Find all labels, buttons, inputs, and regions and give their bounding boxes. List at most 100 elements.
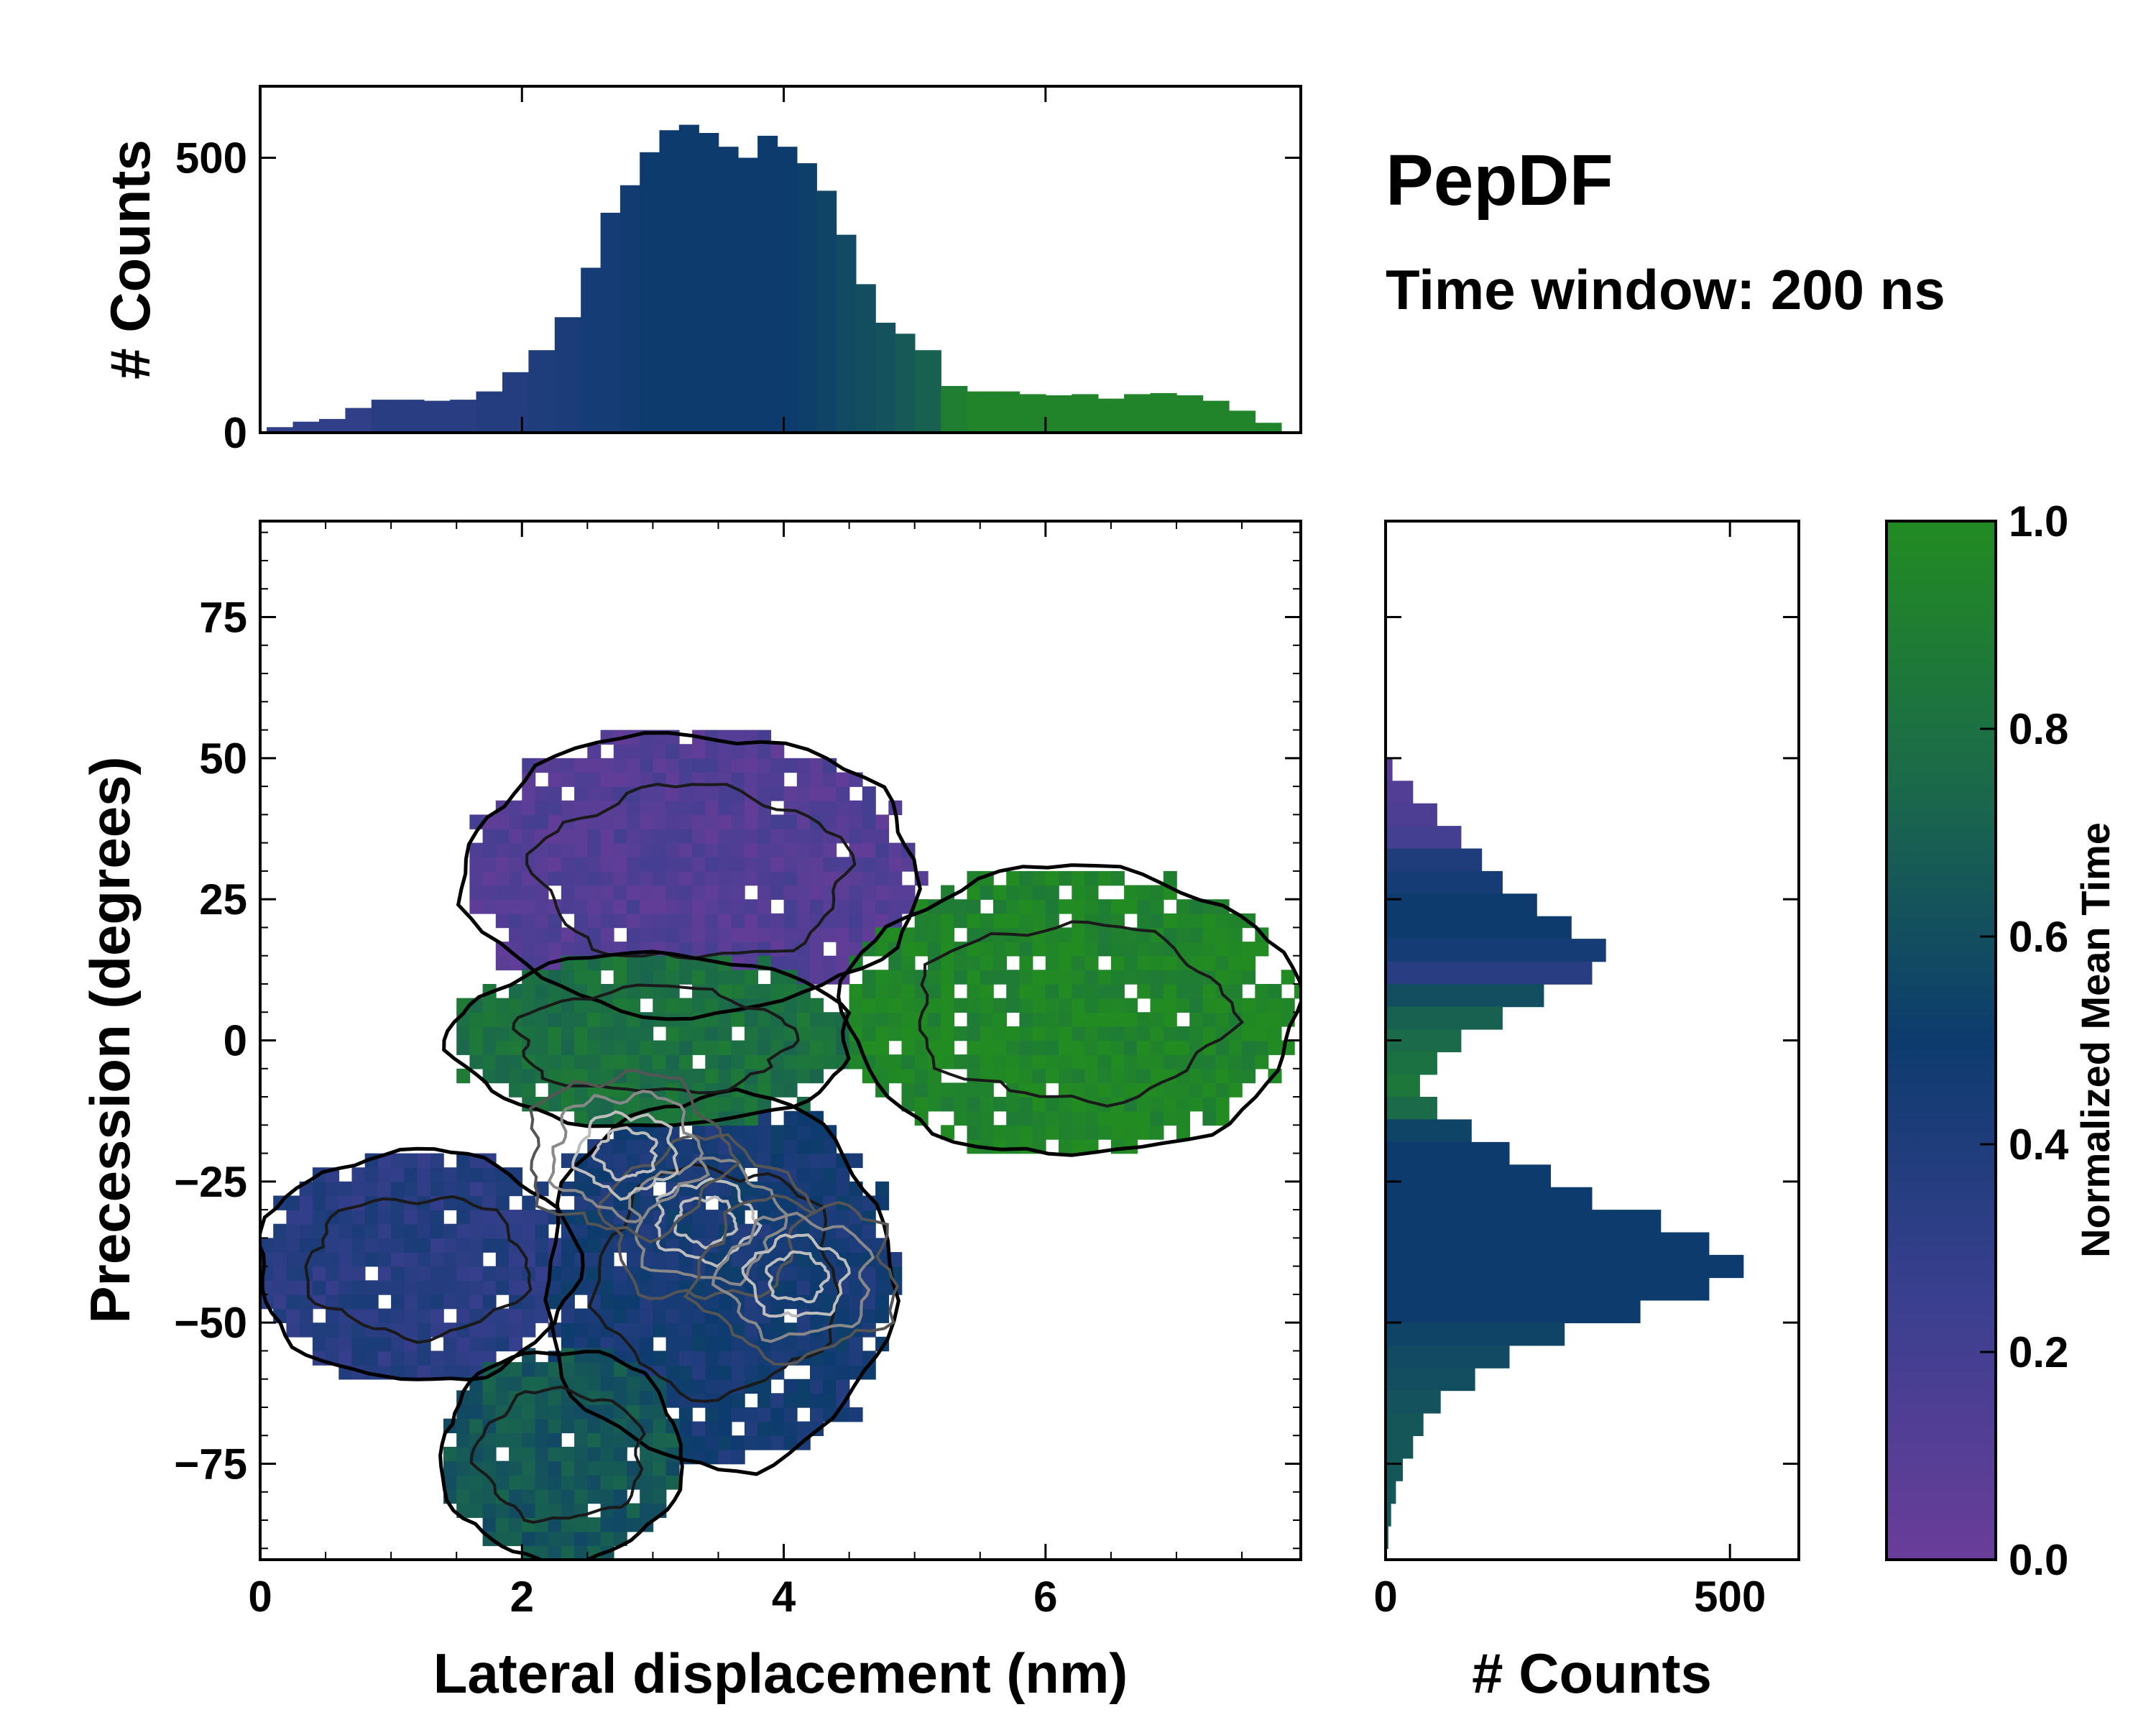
heatmap-cell [627,970,640,985]
heatmap-cell [836,800,850,816]
heatmap-cell [430,1167,444,1182]
heatmap-cell [627,1040,640,1055]
heatmap-cell [796,1266,811,1281]
heatmap-cell [627,772,640,787]
heatmap-cell [849,899,863,914]
heatmap-cell [692,1365,706,1380]
heatmap-cell [1228,913,1243,929]
heatmap-cell [1228,1082,1243,1098]
heatmap-cell [1097,1125,1112,1140]
heatmap-cell [469,1266,484,1281]
heatmap-cell [653,970,667,985]
heatmap-cell [1032,1125,1046,1140]
heatmap-cell [1242,1054,1256,1070]
heatmap-cell [810,800,824,816]
heatmap-cell [548,1012,562,1027]
heatmap-cell [391,1280,405,1295]
heatmap-cell [862,857,876,872]
heatmap-cell [1006,1097,1021,1112]
heatmap-cell [600,1068,614,1084]
heatmap-cell [744,758,758,773]
heatmap-cell [678,758,693,773]
heatmap-cell [1032,870,1046,886]
heatmap-cell [495,1308,510,1323]
heatmap-cell [783,1393,798,1408]
heatmap-cell [587,1489,602,1504]
heatmap-cell [770,942,785,957]
heatmap-cell [757,1365,772,1380]
heatmap-cell [980,1082,994,1098]
heatmap-cell [286,1308,300,1323]
heatmap-cell [482,1026,497,1041]
heatmap-cell [849,885,863,900]
marginal-y-bars [1386,758,1744,1550]
heatmap-cell [783,1110,798,1126]
heatmap-cell [640,1210,654,1225]
heatmap-cell [561,885,575,900]
heatmap-cell [548,1418,562,1434]
heatmap-cell [574,842,589,857]
heatmap-cell [954,1054,968,1070]
heatmap-cell [456,1238,471,1253]
heatmap-cell [1189,1026,1204,1041]
heatmap-cell [705,970,719,985]
heatmap-cell [1019,1110,1033,1126]
heatmap-cell [665,870,680,886]
heatmap-cell [548,870,562,886]
heatmap-cell [482,998,497,1013]
heatmap-cell [718,1365,732,1380]
heatmap-cell [783,1012,798,1027]
heatmap-cell [640,786,654,801]
heatmap-cell [561,1322,575,1338]
heatmap-cell [627,1308,640,1323]
heatmap-cell [522,1460,536,1476]
heatmap-cell [1189,913,1204,929]
heatmap-cell [548,1503,562,1518]
heatmap-cell [574,1026,589,1041]
heatmap-cell [574,1040,589,1055]
heatmap-cell [692,970,706,985]
heatmap-cell [1045,1068,1059,1084]
heatmap-cell [430,1351,444,1366]
heatmap-cell [600,1153,614,1168]
heatmap-cell [1019,1125,1033,1140]
heatmap-cell [1072,927,1086,942]
heatmap-cell [718,1181,732,1197]
heatmap-cell [548,800,562,816]
heatmap-cell [888,1026,903,1041]
heatmap-cell [561,1418,575,1434]
heatmap-cell [810,786,824,801]
heatmap-cell [469,1418,484,1434]
heatmap-cell [574,870,589,886]
heatmap-cell [443,1294,457,1310]
heatmap-cell [705,1421,719,1436]
heatmap-cell [744,786,758,801]
heatmap-cell [495,829,510,844]
heatmap-cell [299,1308,313,1323]
heatmap-cell [377,1181,392,1197]
heatmap-cell [495,1223,510,1239]
heatmap-cell [299,1223,313,1239]
heatmap-cell [574,800,589,816]
heatmap-cell [535,913,549,929]
heatmap-cell [731,800,745,816]
heatmap-cell [312,1252,326,1267]
heatmap-cell [875,1308,890,1323]
y-hist-bar [1386,1390,1441,1414]
heatmap-cell [1150,913,1164,929]
heatmap-cell [718,758,732,773]
heatmap-cell [653,885,667,900]
heatmap-cell [1150,885,1164,900]
heatmap-cell [744,814,758,829]
heatmap-cell [613,899,627,914]
heatmap-cell [600,1460,614,1476]
heatmap-cell [1006,870,1021,886]
heatmap-cell [1215,942,1230,957]
heatmap-cell [640,913,654,929]
density-contour [469,1385,646,1524]
heatmap-cell [678,1421,693,1436]
heatmap-cell [810,1012,824,1027]
heatmap-cell [653,857,667,872]
heatmap-cell [705,744,719,759]
heatmap-cell [1019,1097,1033,1112]
